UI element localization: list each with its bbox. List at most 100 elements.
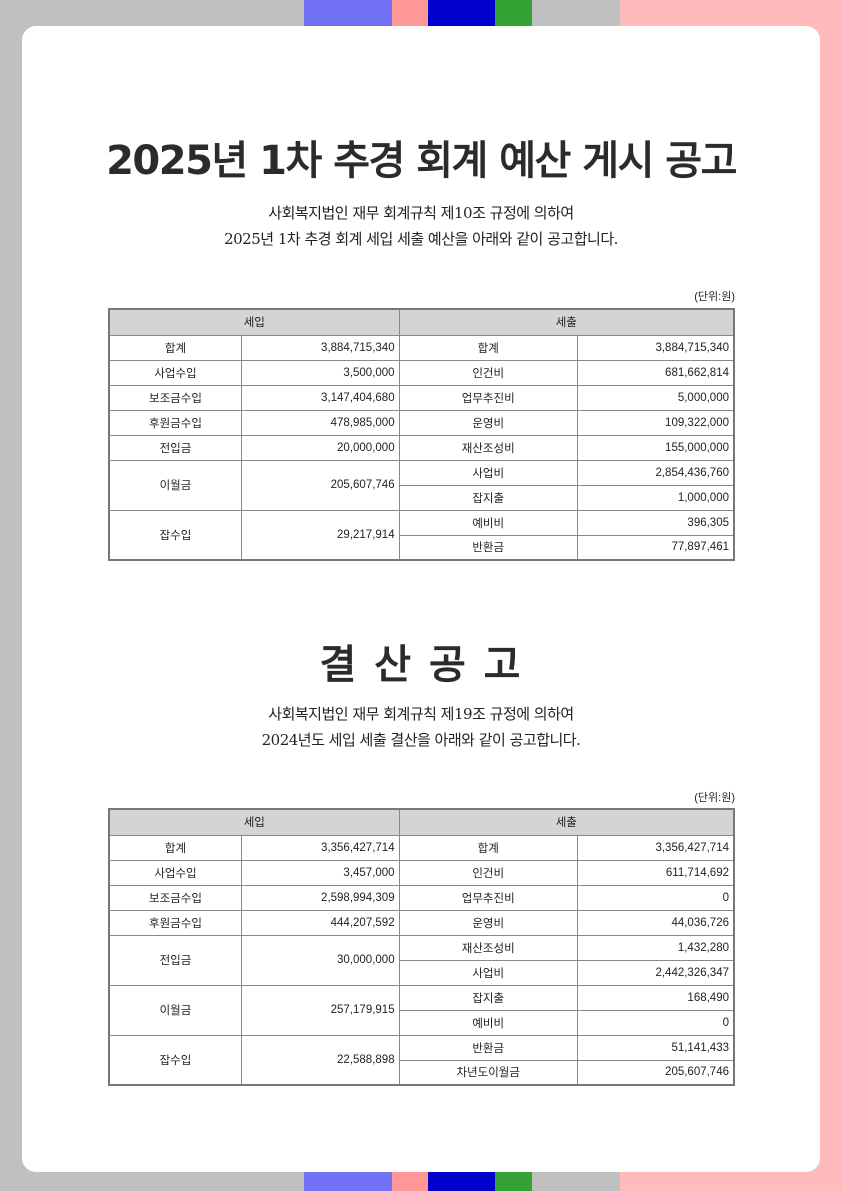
item-amount: 3,457,000 bbox=[240, 859, 400, 886]
item-label: 인건비 bbox=[398, 359, 578, 386]
item-amount: 77,897,461 bbox=[576, 534, 735, 561]
item-amount: 0 bbox=[576, 884, 735, 911]
top-stripe-4 bbox=[495, 0, 532, 26]
item-amount: 478,985,000 bbox=[240, 409, 400, 436]
bottom-stripe-1 bbox=[304, 1172, 392, 1191]
column-header: 세입 bbox=[108, 308, 400, 336]
item-label: 합계 bbox=[108, 834, 242, 861]
item-amount: 168,490 bbox=[576, 984, 735, 1011]
table-row: 사업비 2,442,326,347 bbox=[109, 959, 735, 986]
item-amount: 681,662,814 bbox=[576, 359, 735, 386]
item-amount: 5,000,000 bbox=[576, 384, 735, 411]
item-label: 사업수입 bbox=[108, 359, 242, 386]
item-amount: 3,356,427,714 bbox=[576, 834, 735, 861]
table-row: 사업수입 3,500,000 인건비 681,662,814 bbox=[108, 359, 735, 386]
bottom-stripe-4 bbox=[495, 1172, 532, 1191]
item-amount: 444,207,592 bbox=[240, 909, 400, 936]
item-amount: 2,854,436,760 bbox=[576, 459, 735, 486]
item-label: 반환금 bbox=[398, 534, 578, 561]
top-stripe-3 bbox=[428, 0, 495, 26]
item-label: 업무추진비 bbox=[398, 384, 578, 411]
column-header: 세출 bbox=[398, 808, 735, 836]
item-label: 잡지출 bbox=[398, 984, 578, 1011]
item-amount: 51,141,433 bbox=[576, 1034, 735, 1061]
bottom-stripe-2 bbox=[392, 1172, 428, 1191]
intro-line: 사회복지법인 재무 회계규칙 제10조 규정에 의하여 bbox=[268, 204, 574, 222]
item-label: 잡지출 bbox=[398, 484, 578, 511]
table-row: 후원금수입 444,207,592 운영비 44,036,726 bbox=[108, 909, 735, 936]
item-label: 운영비 bbox=[398, 909, 578, 936]
table-row: 차년도이월금 205,607,746 bbox=[109, 1059, 735, 1086]
settlement-title: 결 산 공 고 bbox=[319, 642, 523, 688]
header-row: 세입 세출 bbox=[108, 308, 735, 336]
table-row: 전입금 30,000,000 재산조성비 1,432,280 bbox=[108, 934, 735, 986]
item-label: 재산조성비 bbox=[398, 934, 578, 961]
item-label: 합계 bbox=[108, 334, 242, 361]
intro-line: 2025년 1차 추경 회계 세입 세출 예산을 아래와 같이 공고합니다. bbox=[224, 230, 618, 248]
item-amount: 1,000,000 bbox=[576, 484, 735, 511]
item-label: 예비비 bbox=[398, 1009, 578, 1036]
item-label: 차년도이월금 bbox=[398, 1059, 578, 1086]
table-row: 후원금수입 478,985,000 운영비 109,322,000 bbox=[108, 409, 735, 436]
column-header: 세출 bbox=[398, 308, 735, 336]
budget-intro: 사회복지법인 재무 회계규칙 제10조 규정에 의하여 2025년 1차 추경 … bbox=[0, 200, 842, 252]
table-row: 합계 3,356,427,714 합계 3,356,427,714 bbox=[108, 834, 735, 861]
item-amount: 3,356,427,714 bbox=[240, 834, 400, 861]
table-row: 보조금수입 3,147,404,680 업무추진비 5,000,000 bbox=[108, 384, 735, 411]
item-amount: 3,147,404,680 bbox=[240, 384, 400, 411]
table-row: 잡지출 1,000,000 bbox=[109, 484, 735, 511]
table-row: 보조금수입 2,598,994,309 업무추진비 0 bbox=[108, 884, 735, 911]
item-label: 이월금 bbox=[108, 984, 242, 1036]
item-label: 잡수입 bbox=[108, 1034, 242, 1086]
item-label: 보조금수입 bbox=[108, 384, 242, 411]
item-label: 이월금 bbox=[108, 459, 242, 511]
item-amount: 29,217,914 bbox=[240, 509, 400, 561]
budget-title: 2025년 1차 추경 회계 예산 게시 공고 bbox=[106, 138, 737, 184]
item-amount: 3,500,000 bbox=[240, 359, 400, 386]
item-amount: 22,588,898 bbox=[240, 1034, 400, 1086]
table-row: 사업수입 3,457,000 인건비 611,714,692 bbox=[108, 859, 735, 886]
item-amount: 1,432,280 bbox=[576, 934, 735, 961]
settlement-table: 세입 세출 합계 3,356,427,714 합계 3,356,427,714 사업수입 3,… bbox=[108, 808, 735, 1086]
item-label: 보조금수입 bbox=[108, 884, 242, 911]
item-amount: 2,442,326,347 bbox=[576, 959, 735, 986]
item-label: 반환금 bbox=[398, 1034, 578, 1061]
column-header: 세입 bbox=[108, 808, 400, 836]
table-row: 잡수입 29,217,914 예비비 396,305 bbox=[108, 509, 735, 561]
item-amount: 396,305 bbox=[576, 509, 735, 536]
header-row: 세입 세출 bbox=[108, 808, 735, 836]
settlement-intro: 사회복지법인 재무 회계규칙 제19조 규정에 의하여 2024년도 세입 세출… bbox=[0, 701, 842, 753]
item-label: 재산조성비 bbox=[398, 434, 578, 461]
item-amount: 155,000,000 bbox=[576, 434, 735, 461]
budget-table: 세입 세출 합계 3,884,715,340 합계 3,884,715,340 사업수입 3,… bbox=[108, 308, 735, 561]
intro-line: 사회복지법인 재무 회계규칙 제19조 규정에 의하여 bbox=[268, 705, 574, 723]
table-row: 이월금 257,179,915 잡지출 168,490 bbox=[108, 984, 735, 1036]
unit-label: (단위:원) bbox=[694, 792, 735, 804]
item-amount: 205,607,746 bbox=[240, 459, 400, 511]
item-amount: 2,598,994,309 bbox=[240, 884, 400, 911]
table-row: 이월금 205,607,746 사업비 2,854,436,760 bbox=[108, 459, 735, 511]
item-label: 잡수입 bbox=[108, 509, 242, 561]
item-amount: 3,884,715,340 bbox=[240, 334, 400, 361]
bottom-stripe-3 bbox=[428, 1172, 495, 1191]
item-label: 전입금 bbox=[108, 934, 242, 986]
item-amount: 44,036,726 bbox=[576, 909, 735, 936]
item-label: 사업비 bbox=[398, 959, 578, 986]
item-amount: 611,714,692 bbox=[576, 859, 735, 886]
item-amount: 109,322,000 bbox=[576, 409, 735, 436]
item-label: 사업수입 bbox=[108, 859, 242, 886]
table-row: 예비비 0 bbox=[109, 1009, 735, 1036]
item-amount: 205,607,746 bbox=[576, 1059, 735, 1086]
table-row: 합계 3,884,715,340 합계 3,884,715,340 bbox=[108, 334, 735, 361]
item-amount: 257,179,915 bbox=[240, 984, 400, 1036]
top-stripe-2 bbox=[392, 0, 428, 26]
item-label: 예비비 bbox=[398, 509, 578, 536]
item-label: 사업비 bbox=[398, 459, 578, 486]
item-label: 후원금수입 bbox=[108, 909, 242, 936]
item-amount: 30,000,000 bbox=[240, 934, 400, 986]
item-label: 합계 bbox=[398, 334, 578, 361]
item-amount: 3,884,715,340 bbox=[576, 334, 735, 361]
item-label: 인건비 bbox=[398, 859, 578, 886]
table-row: 전입금 20,000,000 재산조성비 155,000,000 bbox=[108, 434, 735, 461]
item-label: 후원금수입 bbox=[108, 409, 242, 436]
